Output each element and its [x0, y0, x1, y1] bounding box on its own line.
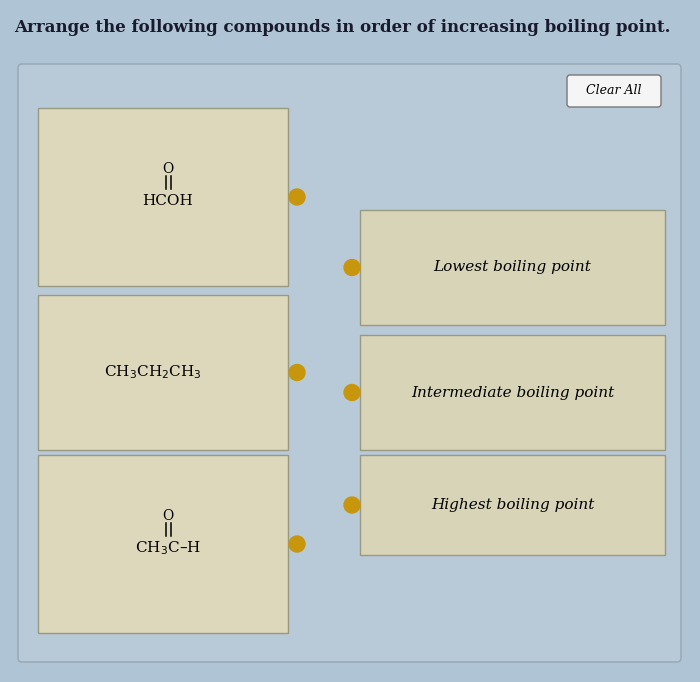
Text: CH$_3$C–H: CH$_3$C–H — [135, 539, 201, 557]
FancyBboxPatch shape — [360, 335, 665, 450]
Text: Highest boiling point: Highest boiling point — [430, 498, 594, 512]
FancyBboxPatch shape — [360, 210, 665, 325]
Circle shape — [289, 189, 305, 205]
Circle shape — [344, 385, 360, 400]
Text: CH$_3$CH$_2$CH$_3$: CH$_3$CH$_2$CH$_3$ — [104, 364, 202, 381]
Circle shape — [344, 497, 360, 513]
FancyBboxPatch shape — [360, 455, 665, 555]
Circle shape — [289, 536, 305, 552]
FancyBboxPatch shape — [38, 455, 288, 633]
FancyBboxPatch shape — [18, 64, 681, 662]
Circle shape — [289, 364, 305, 381]
FancyBboxPatch shape — [567, 75, 661, 107]
FancyBboxPatch shape — [38, 108, 288, 286]
Text: Intermediate boiling point: Intermediate boiling point — [411, 385, 614, 400]
Circle shape — [344, 259, 360, 276]
FancyBboxPatch shape — [38, 295, 288, 450]
Text: Arrange the following compounds in order of increasing boiling point.: Arrange the following compounds in order… — [14, 20, 671, 37]
Text: O: O — [162, 162, 174, 176]
Text: HCOH: HCOH — [143, 194, 193, 208]
Text: Lowest boiling point: Lowest boiling point — [433, 261, 592, 274]
Text: Clear All: Clear All — [587, 85, 642, 98]
Text: O: O — [162, 509, 174, 523]
